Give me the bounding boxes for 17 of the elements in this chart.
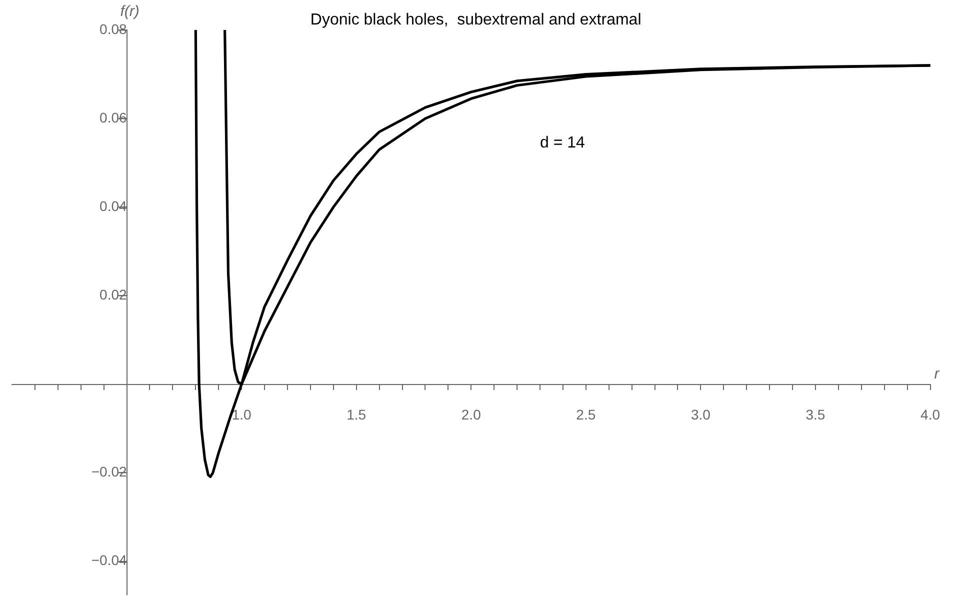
y-tick-label: −0.02	[91, 464, 127, 480]
y-tick-label: 0.06	[100, 109, 127, 126]
x-axis-title: r	[934, 365, 940, 382]
annotation: d = 14	[540, 134, 586, 152]
y-tick-label: 0.08	[100, 20, 127, 37]
y-tick-label: 0.04	[100, 198, 127, 214]
y-tick-label: 0.02	[100, 286, 127, 303]
x-tick-label: 3.0	[690, 406, 711, 423]
x-tick-label: 2.5	[576, 406, 596, 423]
x-tick-label: 1.0	[232, 406, 252, 423]
y-axis-title: f(r)	[120, 3, 140, 20]
x-tick-label: 1.5	[346, 406, 366, 423]
x-tick-label: 2.0	[461, 406, 482, 423]
chart-title: Dyonic black holes, subextremal and extramal	[310, 11, 642, 28]
x-tick-label: 3.5	[806, 406, 826, 423]
y-tick-label: −0.04	[91, 552, 127, 568]
x-tick-label: 4.0	[920, 406, 940, 423]
